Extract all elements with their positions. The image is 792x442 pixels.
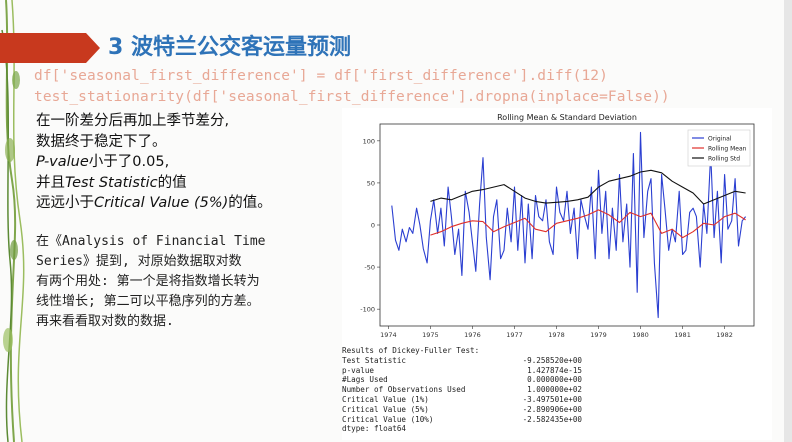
series-line-rolling-std — [430, 169, 746, 205]
y-tick-label: 100 — [363, 137, 375, 145]
critical-value-term: Critical Value (5%) — [94, 195, 229, 211]
code-line-1: df['seasonal_first_difference'] = df['fi… — [34, 68, 608, 84]
x-tick-label: 1975 — [422, 331, 439, 339]
x-tick-label: 1974 — [380, 331, 397, 339]
para2-line: 有两个用处: 第一个是将指数增长转为 — [36, 274, 260, 289]
para1-text: 的值。 — [228, 195, 272, 211]
x-tick-label: 1981 — [674, 331, 691, 339]
dfr-header: Results of Dickey-Fuller Test: — [342, 346, 480, 355]
para1-text: 的值 — [157, 174, 187, 191]
leaf-decoration — [1, 0, 25, 442]
dfr-row: Number of Observations Used 1.000000e+02 — [342, 385, 772, 395]
x-tick-label: 1977 — [506, 331, 523, 339]
para1-line: P-value小于了0.05, — [36, 152, 336, 173]
y-tick-label: 50 — [367, 179, 375, 187]
dfr-dtype: dtype: float64 — [342, 424, 407, 434]
dfr-value: -2.582435e+00 — [522, 414, 582, 424]
para1-text: 小于了0.05, — [88, 154, 170, 170]
dfr-row: Critical Value (1%) -3.497501e+00 — [342, 395, 772, 405]
y-tick-label: 0 — [371, 222, 375, 230]
x-tick-label: 1979 — [590, 331, 607, 339]
dfr-value: -9.258520e+00 — [522, 355, 582, 365]
dfr-key: #Lags Used — [342, 375, 388, 385]
para1-line: 远远小于Critical Value (5%)的值。 — [36, 193, 336, 214]
para1-line: 在一阶差分后再加上季节差分, — [36, 113, 230, 129]
code-line-2: test_stationarity(df['seasonal_first_dif… — [34, 89, 670, 105]
dfr-value: 0.000000e+00 — [527, 375, 582, 385]
dfr-rows: Test Statistic -9.258520e+00 p-value 1.4278… — [342, 356, 772, 425]
dickey-fuller-results: Results of Dickey-Fuller Test: Test Stat… — [342, 346, 772, 434]
legend-label: Rolling Mean — [708, 145, 747, 152]
chart-title: Rolling Mean & Standard Deviation — [497, 113, 637, 122]
right-edge-strip — [784, 0, 792, 442]
legend-label: Rolling Std — [708, 155, 740, 162]
dfr-row: Test Statistic -9.258520e+00 — [342, 356, 772, 366]
para1-text: 并且 — [36, 174, 65, 191]
dfr-key: Critical Value (1%) — [342, 394, 429, 404]
y-tick-label: -50 — [364, 264, 375, 272]
dfr-value: -2.890906e+00 — [522, 404, 582, 414]
dfr-value: 1.000000e+02 — [527, 385, 582, 395]
dfr-key: Test Statistic — [342, 355, 407, 365]
para1-line: 数据终于稳定下了。 — [36, 133, 167, 150]
x-tick-label: 1978 — [548, 331, 565, 339]
dfr-key: Critical Value (5%) — [342, 404, 429, 414]
rolling-stats-chart: Rolling Mean & Standard Deviation 100 50 0 -… — [360, 113, 755, 339]
para1-line: 并且Test Statistic的值 — [36, 173, 336, 194]
x-tick-label: 1980 — [632, 331, 649, 339]
series-line-rolling-mean — [430, 209, 746, 239]
para2-line: 在《Analysis of Financial Time — [36, 234, 266, 249]
dfr-row: #Lags Used 0.000000e+00 — [342, 375, 772, 385]
slide-title: 3 波特兰公交客运量预测 — [108, 35, 351, 60]
dfr-row: Critical Value (5%) -2.890906e+00 — [342, 405, 772, 415]
legend-label: Original — [708, 135, 732, 142]
x-tick-label: 1982 — [716, 331, 733, 339]
log-transform-paragraph: 在《Analysis of Financial Time Series》提到, … — [36, 232, 340, 332]
dfr-row: p-value 1.427874e-15 — [342, 366, 772, 376]
para2-line: 再来看看取对数的数据. — [36, 314, 174, 329]
dfr-key: p-value — [342, 365, 375, 375]
dfr-key: Critical Value (10%) — [342, 414, 434, 424]
output-panel: Rolling Mean & Standard Deviation 100 50 0 -… — [342, 108, 772, 440]
dfr-key: Number of Observations Used — [342, 385, 466, 395]
title-accent-bar — [0, 33, 100, 63]
x-tick-label: 1976 — [464, 331, 481, 339]
pvalue-term: P-value — [36, 154, 89, 170]
y-tick-label: -100 — [360, 306, 375, 314]
para2-line: 线性增长; 第二可以平稳序列的方差。 — [36, 294, 260, 309]
dfr-value: 1.427874e-15 — [527, 365, 582, 375]
para1-text: 远远小于 — [36, 195, 94, 211]
explanation-paragraph: 在一阶差分后再加上季节差分, 数据终于稳定下了。 P-value小于了0.05,… — [36, 111, 336, 214]
dfr-value: -3.497501e+00 — [522, 394, 582, 404]
series-line-original — [391, 131, 747, 319]
dfr-row: Critical Value (10%) -2.582435e+00 — [342, 415, 772, 425]
para2-line: Series》提到, 对原始数据取对数 — [36, 254, 242, 269]
test-statistic-term: Test Statistic — [65, 174, 158, 191]
